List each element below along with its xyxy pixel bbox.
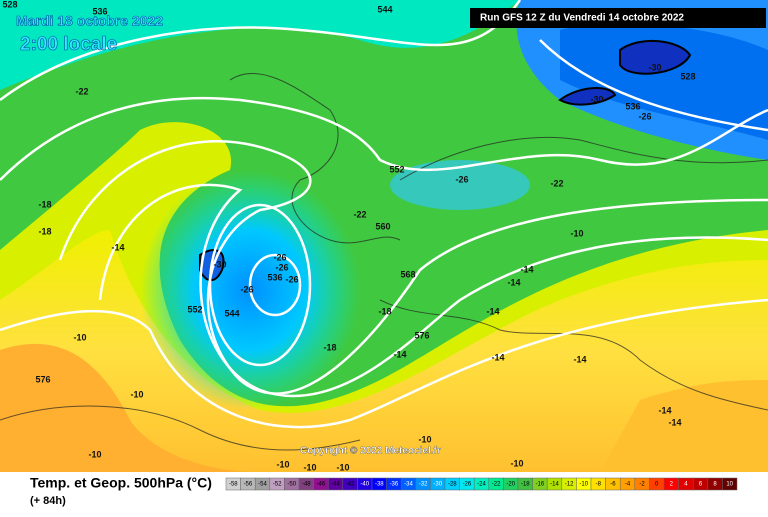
- footer-title: Temp. et Geop. 500hPa (°C): [30, 475, 212, 491]
- contour-label: -14: [668, 417, 681, 427]
- contour-label: -26: [240, 284, 253, 294]
- contour-label: -14: [491, 352, 504, 362]
- copyright: Copyright © 2022 Meteociel.fr: [300, 446, 441, 457]
- map-date: Mardi 18 octobre 2022: [16, 13, 163, 29]
- contour-label: -18: [323, 342, 336, 352]
- scale-label: -34: [404, 482, 413, 488]
- contour-label: -14: [573, 354, 586, 364]
- map-time: 2:00 locale: [20, 34, 117, 55]
- scale-label: -14: [550, 482, 559, 488]
- scale-label: -32: [419, 482, 428, 488]
- contour-label: 544: [377, 4, 392, 14]
- scale-label: 2: [670, 482, 674, 488]
- scale-label: -26: [463, 482, 472, 488]
- contour-label: 560: [375, 221, 390, 231]
- scale-label: -22: [492, 482, 501, 488]
- contour-label: -10: [418, 434, 431, 444]
- scale-label: -6: [610, 482, 616, 488]
- contour-label: -10: [336, 462, 349, 472]
- contour-label: 576: [414, 330, 429, 340]
- contour-label: -10: [510, 458, 523, 468]
- run-info: Run GFS 12 Z du Vendredi 14 octobre 2022: [480, 13, 684, 24]
- scale-label: -12: [565, 482, 574, 488]
- scale-label: -42: [346, 482, 355, 488]
- contour-label: -18: [38, 226, 51, 236]
- contour-label: -10: [73, 332, 86, 342]
- contour-label: -26: [455, 174, 468, 184]
- contour-label: 576: [35, 374, 50, 384]
- scale-label: 0: [655, 482, 659, 488]
- contour-label: -18: [38, 199, 51, 209]
- contour-label: -10: [303, 462, 316, 472]
- contour-label: -26: [285, 274, 298, 284]
- scale-swatch: [722, 477, 738, 491]
- contour-label: 552: [389, 164, 404, 174]
- footer-lead: (+ 84h): [30, 495, 66, 507]
- contour-label: -14: [111, 242, 124, 252]
- contour-label: 536: [92, 6, 107, 16]
- contour-label: -30: [648, 62, 661, 72]
- contour-label: -26: [273, 252, 286, 262]
- scale-label: -56: [244, 482, 253, 488]
- scale-label: -16: [536, 482, 545, 488]
- contour-label: -26: [638, 111, 651, 121]
- contour-label: -26: [275, 262, 288, 272]
- scale-label: -10: [579, 482, 588, 488]
- scale-label: 4: [684, 482, 688, 488]
- contour-label: -30: [213, 259, 226, 269]
- scale-label: -38: [375, 482, 384, 488]
- contour-label: 536: [625, 101, 640, 111]
- contour-label: -10: [276, 459, 289, 469]
- contour-label: -14: [393, 349, 406, 359]
- contour-label: -14: [520, 264, 533, 274]
- scale-label: 8: [713, 482, 717, 488]
- contour-label: -22: [550, 178, 563, 188]
- scale-label: -30: [433, 482, 442, 488]
- scale-label: -8: [596, 482, 602, 488]
- contour-label: -10: [570, 228, 583, 238]
- contour-label: 552: [187, 304, 202, 314]
- scale-label: -50: [287, 482, 296, 488]
- contour-label: -18: [378, 306, 391, 316]
- run-box: [470, 8, 766, 28]
- contour-label: -22: [75, 86, 88, 96]
- contour-label: -10: [88, 449, 101, 459]
- scale-label: -28: [448, 482, 457, 488]
- contour-label: -14: [658, 405, 671, 415]
- scale-label: -18: [521, 482, 530, 488]
- scale-label: -40: [360, 482, 369, 488]
- scale-label: -46: [317, 482, 326, 488]
- contour-label: 536: [267, 272, 282, 282]
- contour-label: -10: [130, 389, 143, 399]
- scale-label: -54: [258, 482, 267, 488]
- scale-label: -48: [302, 482, 311, 488]
- contour-label: -30: [590, 94, 603, 104]
- scale-label: -4: [625, 482, 631, 488]
- scale-label: 6: [699, 482, 703, 488]
- contour-label: -14: [507, 277, 520, 287]
- scale-label: 10: [726, 482, 733, 488]
- scale-label: -58: [229, 482, 238, 488]
- scale-label: -52: [273, 482, 282, 488]
- contours: [0, 0, 768, 429]
- contour-label: 528: [680, 71, 695, 81]
- scale-label: -24: [477, 482, 486, 488]
- scale-label: -36: [390, 482, 399, 488]
- contour-label: 528: [2, 0, 17, 9]
- contour-label: 544: [224, 308, 239, 318]
- scale-label: -20: [506, 482, 515, 488]
- contour-label: -22: [353, 209, 366, 219]
- contour-label: 568: [400, 269, 415, 279]
- scale-label: -44: [331, 482, 340, 488]
- scale-label: -2: [639, 482, 645, 488]
- contour-label: -14: [486, 306, 499, 316]
